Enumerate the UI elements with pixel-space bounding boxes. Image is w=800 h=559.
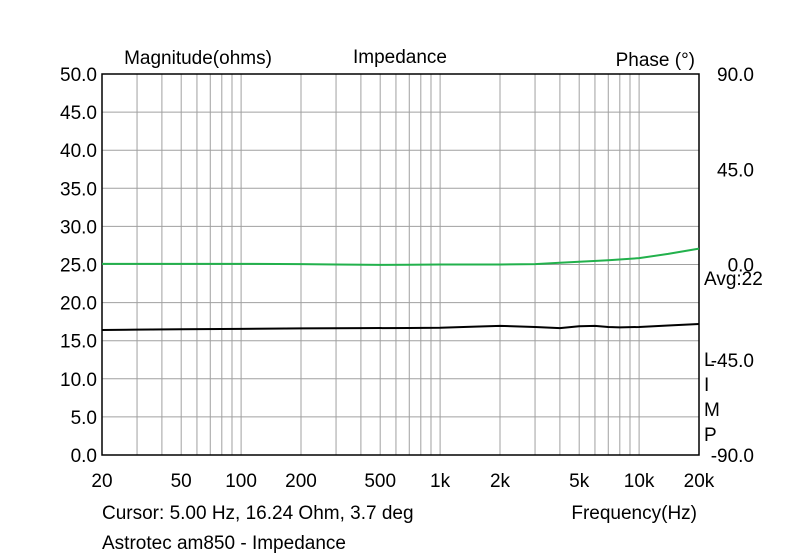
- y-right-tick-label: 0.0: [728, 256, 754, 277]
- x-tick-label: 1k: [430, 471, 451, 492]
- x-tick-label: 20k: [684, 471, 715, 492]
- y-left-tick-label: 25.0: [60, 256, 97, 277]
- series-layer: [101, 247, 700, 332]
- x-tick-label: 20: [91, 471, 112, 492]
- y-left-tick-label: 5.0: [71, 408, 97, 429]
- chart-caption: Astrotec am850 - Impedance: [102, 533, 346, 554]
- cursor-readout: Cursor: 5.00 Hz, 16.24 Ohm, 3.7 deg: [102, 503, 414, 524]
- y-right-tick-label: -45.0: [711, 351, 754, 372]
- y-axis-left-label: Magnitude(ohms): [124, 48, 272, 69]
- limp-letter-m: M: [704, 400, 720, 421]
- limp-letter-p: P: [704, 425, 717, 446]
- y-left-tick-labels: 50.0 45.0 40.0 35.0 30.0 25.0 20.0 15.0 10.0 5.0 0…: [60, 65, 97, 467]
- y-right-tick-label: 45.0: [717, 160, 754, 181]
- x-tick-label: 5k: [569, 471, 590, 492]
- avg-annotation: Avg:22: [704, 269, 763, 290]
- y-left-tick-label: 0.0: [71, 446, 97, 467]
- x-tick-label: 50: [171, 471, 192, 492]
- y-left-tick-label: 50.0: [60, 65, 97, 86]
- y-left-tick-label: 20.0: [60, 294, 97, 315]
- y-left-tick-label: 10.0: [60, 370, 97, 391]
- y-left-tick-label: 35.0: [60, 179, 97, 200]
- x-tick-labels: 20 50 100 200 500 1k 2k 5k 10k 20k: [91, 471, 714, 492]
- x-axis-label: Frequency(Hz): [571, 503, 697, 524]
- phase-series-line: [102, 247, 700, 266]
- y-axis-right-label: Phase (°): [616, 50, 695, 71]
- y-left-tick-label: 40.0: [60, 141, 97, 162]
- y-left-tick-label: 45.0: [60, 103, 97, 124]
- x-tick-label: 200: [285, 471, 317, 492]
- x-tick-label: 2k: [490, 471, 511, 492]
- y-right-tick-label: -90.0: [711, 446, 754, 467]
- x-tick-label: 500: [364, 471, 396, 492]
- y-left-tick-label: 30.0: [60, 217, 97, 238]
- limp-letter-l: L: [704, 350, 715, 371]
- limp-letter-i: I: [704, 375, 709, 396]
- x-tick-label: 10k: [624, 471, 655, 492]
- y-left-tick-label: 15.0: [60, 332, 97, 353]
- x-tick-label: 100: [225, 471, 257, 492]
- chart-title: Impedance: [353, 47, 447, 68]
- y-right-tick-label: 90.0: [717, 65, 754, 86]
- magnitude-series-line: [101, 322, 700, 332]
- y-right-tick-labels: 90.0 45.0 0.0 -45.0 -90.0: [711, 65, 754, 467]
